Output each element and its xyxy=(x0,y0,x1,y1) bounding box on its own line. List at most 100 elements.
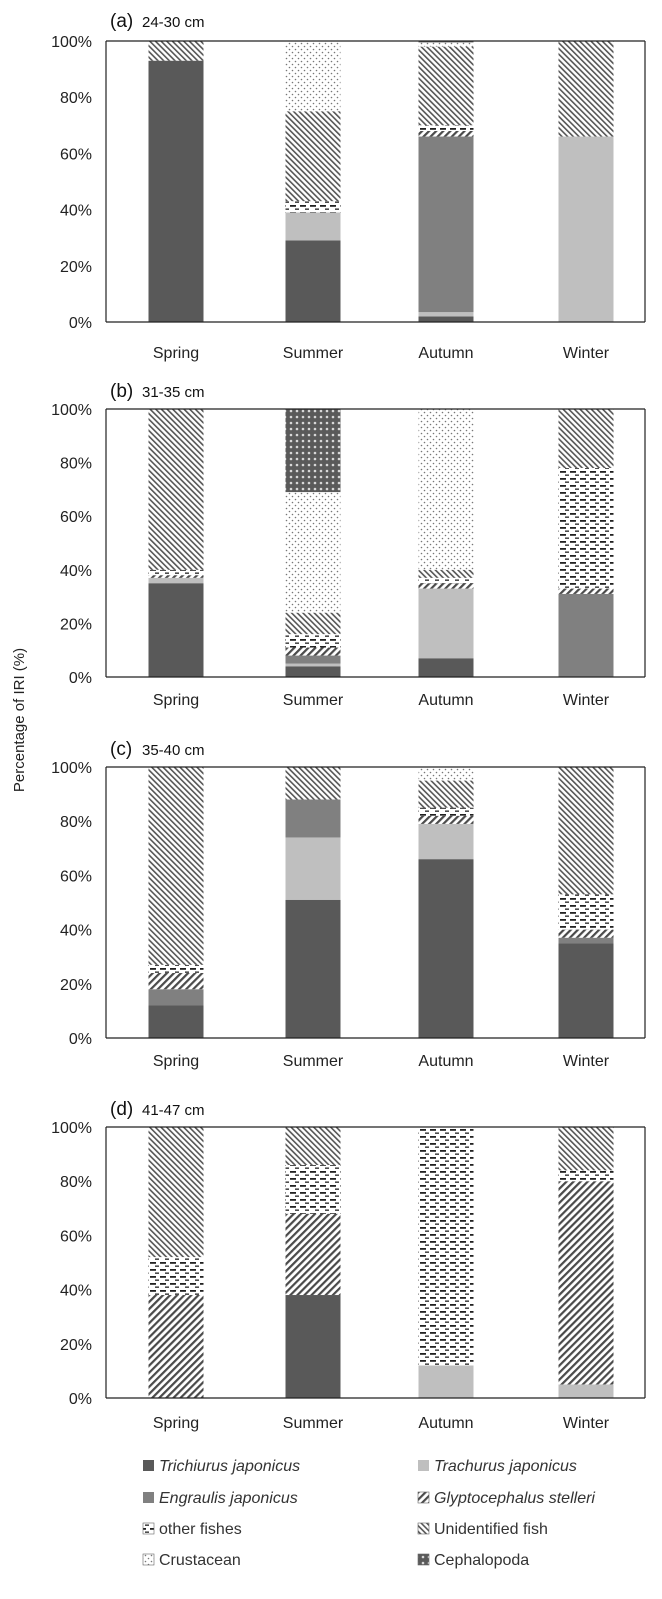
legend-label: Engraulis japonicus xyxy=(159,1490,298,1507)
x-tick-label: Spring xyxy=(153,1053,199,1070)
bar-segment-glyptocephalus-stelleri-autumn xyxy=(419,816,474,824)
y-tick-label: 40% xyxy=(60,203,92,220)
x-tick-label: Autumn xyxy=(418,692,473,709)
bar-segment-unidentified-fish-autumn xyxy=(419,47,474,126)
bar-segment-trachurus-japonicus-autumn xyxy=(419,824,474,859)
panel-size-range: 41-47 cm xyxy=(142,1102,205,1119)
bar-segment-other-fishes-autumn xyxy=(419,125,474,131)
panel-c: (c) 35-40 cm 0% 20% 40% 60% 80% 100% Spring Summe… xyxy=(51,739,645,1070)
bar-segment-other-fishes-spring xyxy=(149,570,204,575)
bar-segment-other-fishes-summer xyxy=(286,634,341,647)
bar-segment-other-fishes-autumn xyxy=(419,578,474,583)
bar-segment-trichiurus-japonicus-summer xyxy=(286,666,341,677)
bar-segment-trachurus-japonicus-winter xyxy=(559,137,614,322)
bar-segment-trichiurus-japonicus-spring xyxy=(149,61,204,322)
y-axis-label: Percentage of IRI (%) xyxy=(11,648,28,792)
bar-segment-trichiurus-japonicus-summer xyxy=(286,900,341,1038)
y-tick-label: 0% xyxy=(69,670,92,687)
bar-segment-other-fishes-winter xyxy=(559,468,614,589)
bar-segment-trichiurus-japonicus-autumn xyxy=(419,316,474,322)
x-tick-label: Autumn xyxy=(418,1415,473,1432)
legend-label: Glyptocephalus stelleri xyxy=(434,1490,595,1507)
panel-d: (d) 41-47 cm 0% 20% 40% 60% 80% 100% Spring Summe… xyxy=(51,1099,645,1432)
legend-item-unidentified-fish: Unidentified fish xyxy=(418,1521,548,1538)
bar-segment-unidentified-fish-spring xyxy=(149,1127,204,1257)
legend-swatch xyxy=(418,1460,429,1471)
y-tick-label: 0% xyxy=(69,1391,92,1408)
legend-label: Unidentified fish xyxy=(434,1521,548,1538)
bar-segment-unidentified-fish-summer xyxy=(286,1127,341,1165)
bar-segment-glyptocephalus-stelleri-summer xyxy=(286,1214,341,1295)
y-tick-label: 80% xyxy=(60,90,92,107)
bar-segment-crustacean-summer xyxy=(286,492,341,613)
legend-swatch xyxy=(418,1554,429,1565)
y-tick-label: 80% xyxy=(60,456,92,473)
x-tick-label: Summer xyxy=(283,1053,344,1070)
panel-label: (c) xyxy=(110,739,132,760)
bar-segment-unidentified-fish-spring xyxy=(149,41,204,61)
y-tick-label: 60% xyxy=(60,509,92,526)
bar-segment-trachurus-japonicus-spring xyxy=(149,578,204,583)
y-tick-label: 20% xyxy=(60,1337,92,1354)
bar-segment-engraulis-japonicus-summer xyxy=(286,800,341,838)
bar-segment-other-fishes-spring xyxy=(149,1257,204,1295)
panel-label: (b) xyxy=(110,381,133,402)
bar-segment-unidentified-fish-summer xyxy=(286,767,341,800)
bar-segment-trichiurus-japonicus-winter xyxy=(559,943,614,1038)
bar-segment-cephalopoda-summer xyxy=(286,409,341,492)
bar-segment-trichiurus-japonicus-autumn xyxy=(419,859,474,1038)
bar-segment-trichiurus-japonicus-spring xyxy=(149,583,204,677)
y-tick-label: 80% xyxy=(60,814,92,831)
x-tick-label: Winter xyxy=(563,345,610,362)
bar-segment-unidentified-fish-winter xyxy=(559,1127,614,1170)
x-tick-label: Summer xyxy=(283,692,344,709)
legend-swatch xyxy=(143,1523,154,1534)
y-tick-label: 100% xyxy=(51,760,92,777)
x-tick-label: Autumn xyxy=(418,345,473,362)
bar-segment-unidentified-fish-autumn xyxy=(419,570,474,578)
legend-item-trachurus-japonicus: Trachurus japonicus xyxy=(418,1458,577,1475)
bar-segment-other-fishes-autumn xyxy=(419,1127,474,1365)
bar-segment-glyptocephalus-stelleri-winter xyxy=(559,589,614,594)
bar-segment-unidentified-fish-winter xyxy=(559,41,614,137)
panel-label: (d) xyxy=(110,1099,133,1120)
bar-segment-unidentified-fish-summer xyxy=(286,111,341,201)
bar-segment-trachurus-japonicus-winter xyxy=(559,1384,614,1398)
legend-swatch xyxy=(418,1523,429,1534)
bar-segment-trachurus-japonicus-autumn xyxy=(419,1365,474,1398)
bar-segment-trichiurus-japonicus-summer xyxy=(286,1295,341,1398)
bar-segment-trichiurus-japonicus-autumn xyxy=(419,658,474,677)
legend-item-glyptocephalus-stelleri: Glyptocephalus stelleri xyxy=(418,1490,595,1507)
bar-segment-glyptocephalus-stelleri-winter xyxy=(559,930,614,938)
bar-segment-unidentified-fish-spring xyxy=(149,409,204,570)
chart-panels: (a) 24-30 cm 0% 20% 40% 60% 80% 100% Spring Summe… xyxy=(51,11,645,1432)
panel-label: (a) xyxy=(110,11,133,32)
bar-segment-crustacean-autumn xyxy=(419,767,474,781)
bar-segment-unidentified-fish-spring xyxy=(149,767,204,965)
x-tick-label: Spring xyxy=(153,692,199,709)
legend-item-crustacean: Crustacean xyxy=(143,1552,241,1569)
bar-segment-engraulis-japonicus-autumn xyxy=(419,137,474,313)
panel-a: (a) 24-30 cm 0% 20% 40% 60% 80% 100% Spring Summe… xyxy=(51,11,645,362)
panel-b: (b) 31-35 cm 0% 20% 40% 60% 80% 100% Spring Summe… xyxy=(51,381,645,709)
panel-size-range: 35-40 cm xyxy=(142,742,205,759)
bar-segment-other-fishes-autumn xyxy=(419,808,474,816)
bar-segment-unidentified-fish-winter xyxy=(559,767,614,894)
bar-segment-engraulis-japonicus-spring xyxy=(149,989,204,1005)
x-tick-label: Spring xyxy=(153,345,199,362)
bar-segment-trichiurus-japonicus-spring xyxy=(149,1005,204,1038)
bar-segment-unidentified-fish-autumn xyxy=(419,781,474,808)
bar-segment-trachurus-japonicus-autumn xyxy=(419,312,474,316)
panel-size-range: 24-30 cm xyxy=(142,14,205,31)
legend-label: other fishes xyxy=(159,1521,242,1538)
legend-label: Trichiurus japonicus xyxy=(159,1458,300,1475)
bar-segment-other-fishes-summer xyxy=(286,1165,341,1214)
bar-segment-other-fishes-spring xyxy=(149,965,204,973)
bar-segment-glyptocephalus-stelleri-spring xyxy=(149,1295,204,1398)
x-tick-label: Winter xyxy=(563,1053,610,1070)
y-tick-label: 0% xyxy=(69,315,92,332)
bar-segment-trachurus-japonicus-summer xyxy=(286,212,341,240)
panel-size-range: 31-35 cm xyxy=(142,384,205,401)
y-tick-label: 100% xyxy=(51,34,92,51)
